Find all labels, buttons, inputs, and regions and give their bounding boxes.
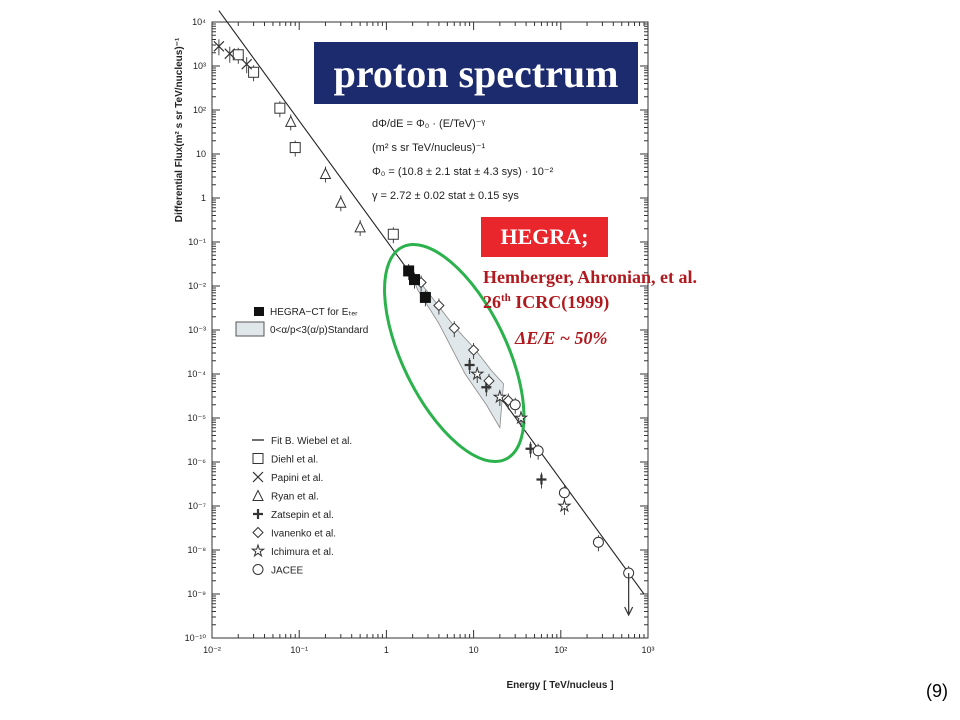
legend-marker bbox=[252, 471, 264, 483]
data-point bbox=[408, 274, 420, 286]
data-point bbox=[274, 102, 286, 114]
upper-limit-arrow bbox=[624, 573, 634, 617]
data-point bbox=[464, 360, 475, 371]
data-point bbox=[387, 228, 399, 240]
data-point bbox=[319, 167, 332, 180]
formula-line: (m² s sr TeV/nucleus)⁻¹ bbox=[372, 142, 486, 154]
legend-marker bbox=[252, 526, 264, 539]
legend-label: Papini et al. bbox=[271, 473, 323, 484]
data-point bbox=[232, 49, 244, 61]
legend-label: JACEE bbox=[271, 566, 304, 577]
legend-hegra-label: HEGRA−CT for Eₜₑᵣ bbox=[270, 307, 358, 318]
legend-label: Zatsepin et al. bbox=[271, 510, 334, 521]
data-point bbox=[419, 291, 431, 303]
y-tick-label: 10⁻⁹ bbox=[187, 589, 206, 599]
data-point bbox=[557, 498, 572, 513]
y-tick-label: 10⁴ bbox=[192, 17, 206, 27]
y-tick-label: 10⁻² bbox=[188, 281, 206, 291]
data-point bbox=[289, 142, 301, 154]
data-point bbox=[592, 536, 604, 548]
y-tick-label: 10⁻⁷ bbox=[188, 501, 206, 511]
data-point bbox=[403, 265, 415, 277]
y-axis-label: Differential Flux(m² s sr TeV/nucleus)⁻¹ bbox=[174, 37, 185, 222]
ref-conference-name: ICRC(1999) bbox=[510, 292, 610, 312]
y-tick-label: 10⁻⁶ bbox=[188, 457, 207, 467]
legend-marker bbox=[252, 489, 264, 501]
data-point bbox=[509, 399, 521, 411]
legend-band-marker bbox=[235, 321, 265, 337]
x-tick-label: 10² bbox=[554, 645, 567, 655]
page-number: (9) bbox=[926, 681, 948, 701]
legend-label: Ichimura et al. bbox=[271, 547, 334, 558]
x-axis-label: Energy [ TeV/nucleus ] bbox=[506, 680, 613, 691]
data-point bbox=[284, 115, 297, 127]
legend-hegra-label: 0<α/p<3(α/p)Standard bbox=[270, 325, 368, 336]
data-point bbox=[536, 474, 547, 485]
legend-marker bbox=[253, 509, 263, 519]
legend-label: Diehl et al. bbox=[271, 455, 318, 466]
data-point bbox=[248, 66, 260, 78]
y-tick-label: 10² bbox=[193, 105, 206, 115]
data-point bbox=[213, 40, 225, 52]
formula-line: Φ₀ = (10.8 ± 2.1 stat ± 4.3 sys) · 10⁻² bbox=[372, 166, 554, 178]
x-tick-label: 10³ bbox=[641, 645, 654, 655]
y-tick-label: 10⁻⁴ bbox=[187, 369, 206, 379]
data-point bbox=[513, 410, 529, 425]
reference-conference: 26th ICRC(1999) bbox=[483, 292, 609, 313]
legend-hegra-marker bbox=[254, 307, 264, 316]
y-tick-label: 10⁻⁵ bbox=[188, 413, 207, 423]
energy-resolution: ΔE/E ~ 50% bbox=[515, 328, 608, 348]
data-point bbox=[532, 445, 544, 457]
data-point bbox=[483, 375, 495, 387]
reference-authors: Hemberger, Ahronian, et al. bbox=[483, 267, 697, 287]
y-tick-label: 10 bbox=[196, 149, 206, 159]
y-tick-label: 10⁻¹ bbox=[188, 237, 206, 247]
ref-ordinal: th bbox=[501, 292, 511, 304]
y-tick-label: 10³ bbox=[193, 61, 206, 71]
ref-number: 26 bbox=[483, 292, 501, 312]
data-point bbox=[354, 220, 366, 233]
legend-marker bbox=[250, 543, 266, 558]
y-tick-label: 1 bbox=[201, 193, 206, 203]
legend-label: Ivanenko et al. bbox=[271, 529, 336, 540]
y-tick-label: 10⁻¹⁰ bbox=[185, 633, 207, 643]
chart-title: proton spectrum bbox=[314, 42, 638, 104]
x-tick-label: 10⁻¹ bbox=[290, 645, 308, 655]
data-point bbox=[448, 322, 460, 334]
legend-label: Fit B. Wiebel et al. bbox=[271, 436, 352, 447]
data-point bbox=[241, 58, 253, 70]
formula-line: γ = 2.72 ± 0.02 stat ± 0.15 sys bbox=[372, 190, 519, 202]
data-point bbox=[467, 344, 480, 356]
legend-label: Ryan et al. bbox=[271, 492, 319, 503]
highlight-ellipse bbox=[383, 243, 526, 463]
y-tick-label: 10⁻³ bbox=[188, 325, 206, 335]
hegra-uncertainty-band bbox=[408, 268, 504, 430]
formula-line: dΦ/dE = Φ₀ · (E/TeV)⁻ᵞ bbox=[372, 118, 486, 130]
x-tick-label: 10⁻² bbox=[203, 645, 221, 655]
x-tick-label: 1 bbox=[384, 645, 389, 655]
x-tick-label: 10 bbox=[469, 645, 479, 655]
y-tick-label: 10⁻⁸ bbox=[187, 545, 206, 555]
data-point bbox=[481, 382, 492, 393]
data-point bbox=[469, 366, 485, 381]
data-point bbox=[433, 299, 445, 312]
data-point bbox=[224, 48, 236, 60]
hegra-label: HEGRA; bbox=[481, 217, 608, 257]
legend-marker bbox=[252, 564, 264, 575]
data-point bbox=[558, 487, 570, 499]
data-point bbox=[334, 196, 347, 208]
legend-marker bbox=[252, 453, 264, 464]
data-point bbox=[492, 389, 508, 404]
